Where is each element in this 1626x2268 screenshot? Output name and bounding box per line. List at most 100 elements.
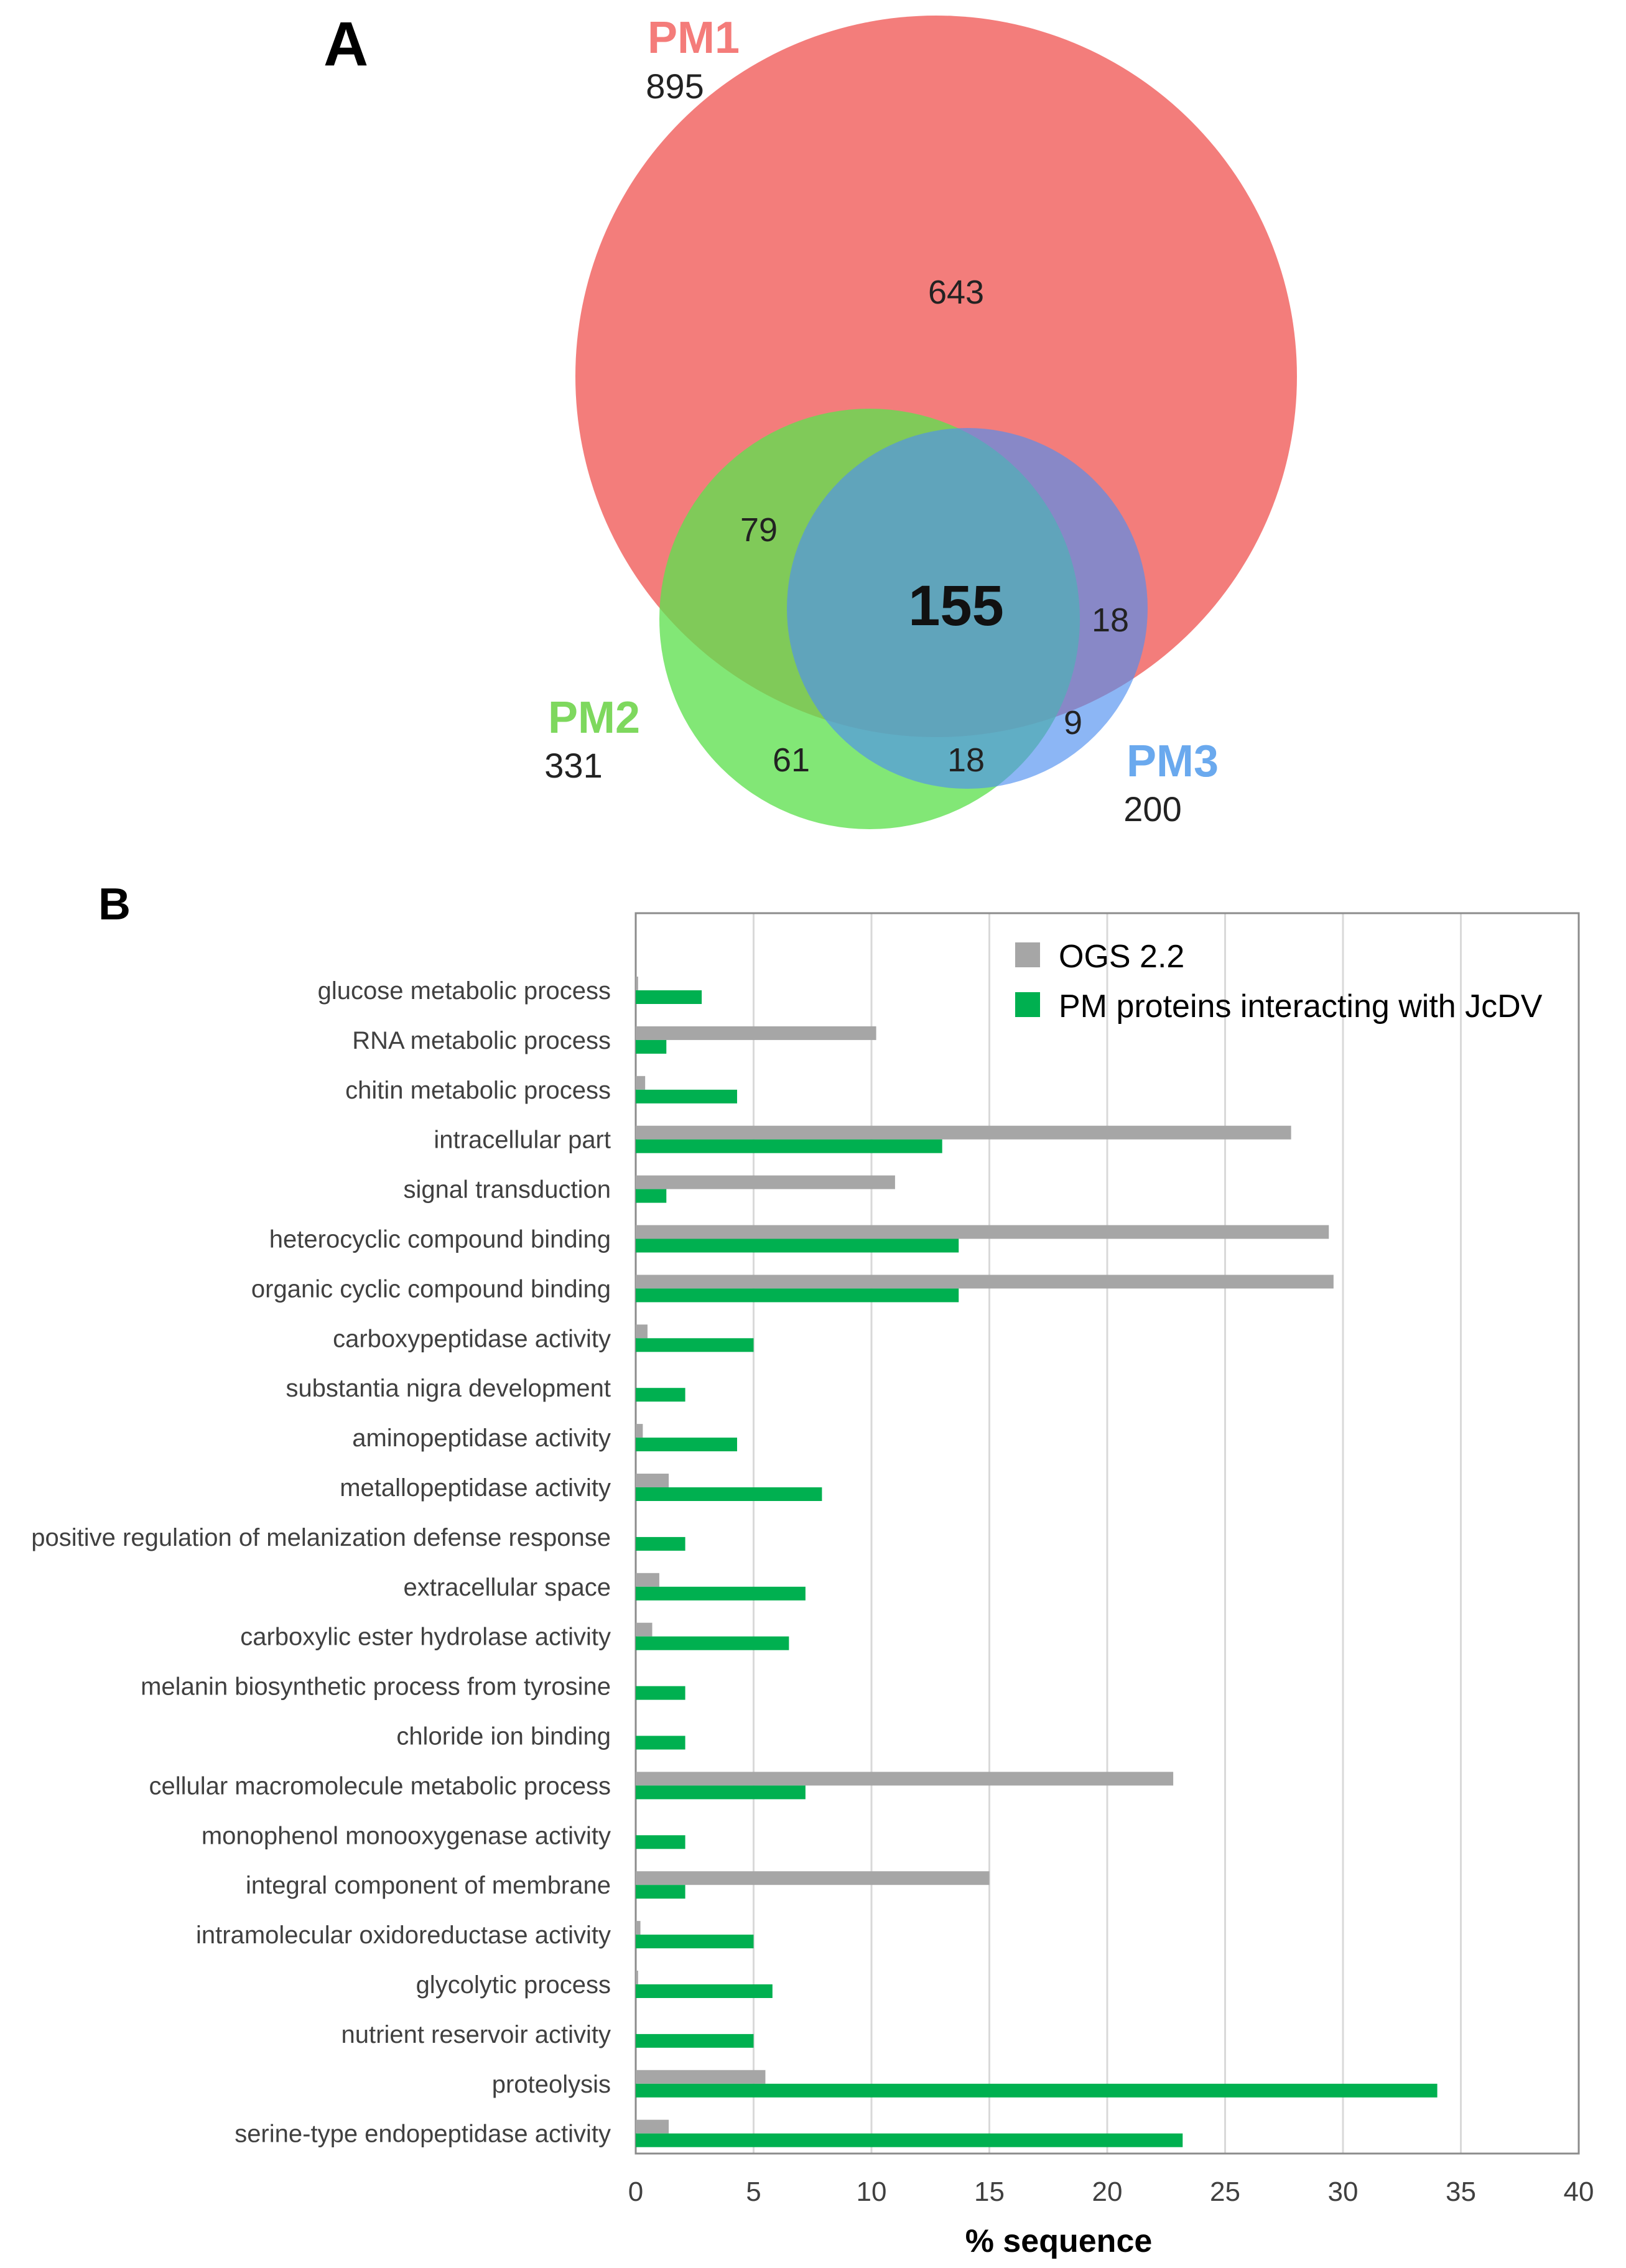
bar-pm [636, 1487, 822, 1501]
bar-pm [636, 1736, 685, 1750]
bar-ogs [636, 1971, 638, 1984]
venn-diagram: A PM1 895 PM2 331 PM3 200 643 79 155 18 … [323, 9, 1297, 829]
x-tick-label: 0 [628, 2177, 643, 2207]
venn-set-total-pm3: 200 [1123, 789, 1181, 829]
bar-pm [636, 1039, 667, 1054]
venn-region-pm1-only: 643 [928, 274, 984, 311]
category-label: intramolecular oxidoreductase activity [196, 1922, 611, 1949]
bar-pm [636, 1835, 685, 1849]
venn-region-pm1-pm3: 18 [1092, 602, 1129, 639]
category-label: monophenol monooxygenase activity [202, 1822, 611, 1849]
category-label: intracellular part [434, 1127, 611, 1154]
category-label: integral component of membrane [246, 1872, 611, 1899]
x-tick-label: 15 [974, 2177, 1005, 2207]
category-label: positive regulation of melanization defe… [31, 1524, 611, 1551]
category-label: nutrient reservoir activity [341, 2021, 611, 2048]
x-tick-label: 25 [1210, 2177, 1240, 2207]
venn-region-pm1-pm2: 79 [740, 511, 778, 549]
category-label: carboxylic ester hydrolase activity [240, 1624, 611, 1651]
bar-pm [636, 1935, 754, 1949]
bar-ogs [636, 1275, 1334, 1289]
bar-ogs [636, 1076, 646, 1090]
bar-chart: B glucose metabolic process RNA metabolic… [31, 880, 1594, 2259]
grid-lines [753, 913, 1462, 2154]
category-label: signal transduction [403, 1176, 611, 1204]
bar-ogs [636, 1871, 990, 1885]
bar-pm [636, 1438, 737, 1452]
bar-pm [636, 1189, 667, 1203]
category-label: extracellular space [404, 1574, 611, 1601]
legend: OGS 2.2 PM proteins interacting with JcD… [1015, 939, 1543, 1025]
bars [636, 977, 1438, 2147]
venn-region-pm2-only: 61 [773, 741, 810, 779]
x-tick-labels: 0 5 10 15 20 25 30 35 40 [628, 2177, 1594, 2207]
category-label: chitin metabolic process [345, 1077, 611, 1104]
category-label: metallopeptidase activity [340, 1474, 611, 1502]
bar-pm [636, 1984, 773, 1998]
venn-region-pm3-only: 9 [1064, 704, 1082, 741]
venn-set-name-pm1: PM1 [648, 13, 740, 63]
bar-ogs [636, 2119, 669, 2134]
bar-ogs [636, 1622, 653, 1637]
venn-set-name-pm3: PM3 [1127, 737, 1219, 786]
bar-ogs [636, 1125, 1291, 1140]
category-label: organic cyclic compound binding [251, 1275, 611, 1303]
category-label: melanin biosynthetic process from tyrosi… [141, 1673, 611, 1701]
x-tick-label: 40 [1564, 2177, 1594, 2207]
x-tick-label: 20 [1092, 2177, 1123, 2207]
legend-label-pm: PM proteins interacting with JcDV [1059, 988, 1543, 1025]
bar-pm [636, 1536, 685, 1551]
legend-label-ogs: OGS 2.2 [1059, 939, 1184, 975]
bar-ogs [636, 1324, 648, 1339]
bar-ogs [636, 1424, 643, 1438]
bar-ogs [636, 1175, 895, 1189]
panel-label-a: A [323, 9, 368, 79]
bar-pm [636, 2033, 754, 2048]
bar-pm [636, 1288, 959, 1303]
category-label: RNA metabolic process [352, 1027, 611, 1054]
bar-ogs [636, 1026, 876, 1040]
bar-ogs [636, 977, 638, 990]
bar-pm [636, 1089, 737, 1104]
category-label: aminopeptidase activity [352, 1424, 611, 1452]
bar-pm [636, 2133, 1183, 2147]
bar-pm [636, 1686, 685, 1700]
x-tick-label: 10 [857, 2177, 887, 2207]
category-label: heterocyclic compound binding [269, 1226, 611, 1253]
venn-region-all-three: 155 [908, 574, 1004, 638]
bar-pm [636, 1388, 685, 1402]
bar-ogs [636, 1474, 669, 1487]
bar-pm [636, 1885, 685, 1899]
category-label: substantia nigra development [286, 1375, 611, 1402]
category-label: cellular macromolecule metabolic process [149, 1772, 611, 1800]
bar-pm [636, 1139, 942, 1153]
category-label: carboxypeptidase activity [333, 1325, 611, 1352]
panel-label-b: B [98, 880, 131, 929]
venn-set-name-pm2: PM2 [548, 693, 640, 743]
bar-pm [636, 1636, 789, 1650]
category-label: glucose metabolic process [318, 977, 611, 1005]
venn-region-pm2-pm3: 18 [947, 741, 985, 779]
x-tick-label: 30 [1328, 2177, 1359, 2207]
bar-ogs [636, 1573, 659, 1587]
x-tick-label: 35 [1446, 2177, 1476, 2207]
plot-area-frame [634, 912, 1580, 2155]
category-label: serine-type endopeptidase activity [235, 2121, 611, 2148]
venn-circle-pm3 [787, 428, 1148, 789]
venn-set-total-pm1: 895 [646, 67, 704, 106]
x-tick-label: 5 [746, 2177, 761, 2207]
legend-swatch-ogs [1015, 942, 1040, 967]
category-labels: glucose metabolic process RNA metabolic p… [31, 977, 611, 2148]
bar-pm [636, 1785, 806, 1800]
legend-swatch-pm [1015, 992, 1040, 1017]
bar-pm [636, 2083, 1438, 2098]
venn-set-total-pm2: 331 [544, 746, 602, 785]
category-label: glycolytic process [416, 1971, 611, 1999]
bar-ogs [636, 1772, 1174, 1786]
bar-ogs [636, 2070, 766, 2084]
bar-pm [636, 1239, 959, 1253]
x-axis-label: % sequence [965, 2223, 1153, 2259]
bar-pm [636, 1586, 806, 1601]
bar-ogs [636, 1921, 641, 1935]
